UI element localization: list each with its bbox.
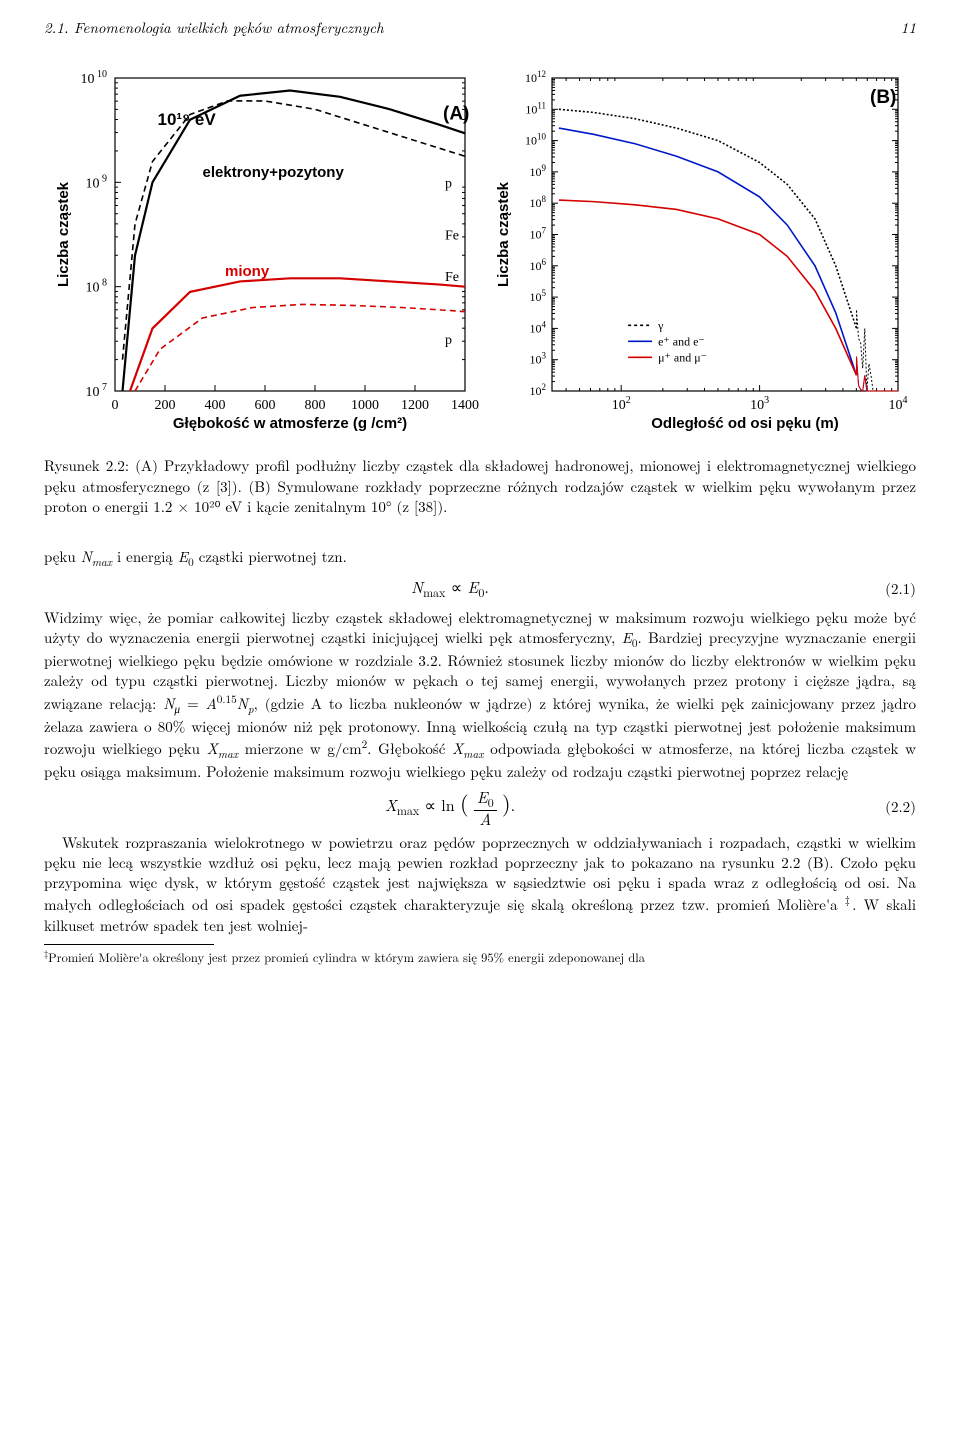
svg-text:10 10: 10 10 [81, 69, 108, 87]
svg-text:1011: 1011 [525, 101, 546, 117]
svg-text:Fe: Fe [445, 229, 459, 244]
svg-text:800: 800 [305, 398, 326, 413]
svg-text:(A): (A) [443, 104, 469, 125]
svg-text:108: 108 [530, 194, 547, 210]
svg-text:103: 103 [530, 351, 547, 367]
equation-2-2: Xmax ∝ ln ( E0 A ). (2.2) [44, 788, 916, 826]
svg-text:10 7: 10 7 [86, 382, 108, 400]
body-para-0: pęku Nmax i energią E0 cząstki pierwotne… [44, 547, 916, 570]
eq-2-2-expr: Xmax ∝ ln ( E0 A ). [44, 788, 856, 826]
svg-text:1012: 1012 [525, 69, 546, 85]
eq-2-2-num: (2.2) [856, 797, 916, 817]
equation-2-1: Nmax ∝ E0. (2.1) [44, 576, 916, 601]
svg-text:Fe: Fe [445, 270, 459, 285]
svg-text:p: p [445, 333, 452, 348]
svg-text:Głębokość w atmosferze (g /cm²: Głębokość w atmosferze (g /cm²) [173, 415, 407, 432]
panel-a-svg: 0 200 400 600 800 1000 1200 1400 10 7 10 8 10 9 10 … [50, 66, 480, 446]
panel-b-svg: 102 103 104 105 106 107 108 109 1010 1011 1012 102 1… [490, 66, 910, 446]
svg-text:400: 400 [205, 398, 226, 413]
svg-text:200: 200 [155, 398, 176, 413]
svg-text:109: 109 [530, 163, 547, 179]
svg-text:μ⁺ and μ⁻: μ⁺ and μ⁻ [658, 351, 707, 365]
panel-a: 0 200 400 600 800 1000 1200 1400 10 7 10 8 10 9 10 … [50, 66, 480, 446]
svg-text:Odległość od osi pęku (m): Odległość od osi pęku (m) [651, 415, 839, 432]
footnote: ‡Promień Molière'a określony jest przez … [44, 947, 916, 966]
footnote-text: Promień Molière'a określony jest przez p… [48, 948, 645, 966]
svg-text:1010: 1010 [525, 132, 547, 148]
caption-lead: Rysunek 2.2: [44, 455, 129, 476]
footnote-separator [44, 944, 214, 945]
section-title: 2.1. Fenomenologia wielkich pęków atmosf… [44, 18, 384, 38]
svg-text:elektrony+pozytony: elektrony+pozytony [203, 164, 345, 181]
svg-text:e⁺ and e⁻: e⁺ and e⁻ [658, 335, 705, 349]
svg-text:102: 102 [612, 395, 631, 413]
svg-text:103: 103 [750, 395, 769, 413]
caption-text: (A) Przykładowy profil podłużny liczby c… [44, 455, 916, 517]
svg-text:104: 104 [530, 320, 547, 336]
svg-text:Liczba cząstek: Liczba cząstek [495, 182, 512, 288]
panel-b: 102 103 104 105 106 107 108 109 1010 1011 1012 102 1… [490, 66, 910, 446]
svg-text:(B): (B) [870, 87, 896, 108]
svg-text:Liczba cząstek: Liczba cząstek [55, 182, 72, 288]
figure-2-2: 0 200 400 600 800 1000 1200 1400 10 7 10 8 10 9 10 … [44, 66, 916, 446]
svg-text:p: p [445, 177, 452, 192]
svg-text:10 8: 10 8 [86, 278, 108, 296]
svg-text:miony: miony [225, 263, 270, 280]
svg-text:0: 0 [112, 398, 119, 413]
svg-text:102: 102 [530, 382, 547, 398]
svg-text:10¹⁹ eV: 10¹⁹ eV [158, 110, 217, 129]
page-number: 11 [901, 18, 916, 38]
svg-text:106: 106 [530, 257, 547, 273]
page-header: 2.1. Fenomenologia wielkich pęków atmosf… [44, 18, 916, 38]
eq-2-1-num: (2.1) [856, 579, 916, 599]
svg-text:γ: γ [657, 319, 664, 333]
svg-text:105: 105 [530, 288, 547, 304]
svg-text:104: 104 [889, 395, 908, 413]
svg-text:1000: 1000 [351, 398, 379, 413]
eq-2-1-expr: Nmax ∝ E0. [44, 576, 856, 601]
body-para-1: Widzimy więc, że pomiar całkowitej liczb… [44, 608, 916, 783]
svg-text:107: 107 [530, 226, 547, 242]
svg-text:10 9: 10 9 [86, 174, 108, 192]
svg-text:1400: 1400 [451, 398, 479, 413]
figure-caption: Rysunek 2.2: (A) Przykładowy profil podł… [44, 456, 916, 517]
body-para-2: Wskutek rozpraszania wielokrotnego w pow… [44, 833, 916, 936]
svg-text:600: 600 [255, 398, 276, 413]
svg-text:1200: 1200 [401, 398, 429, 413]
